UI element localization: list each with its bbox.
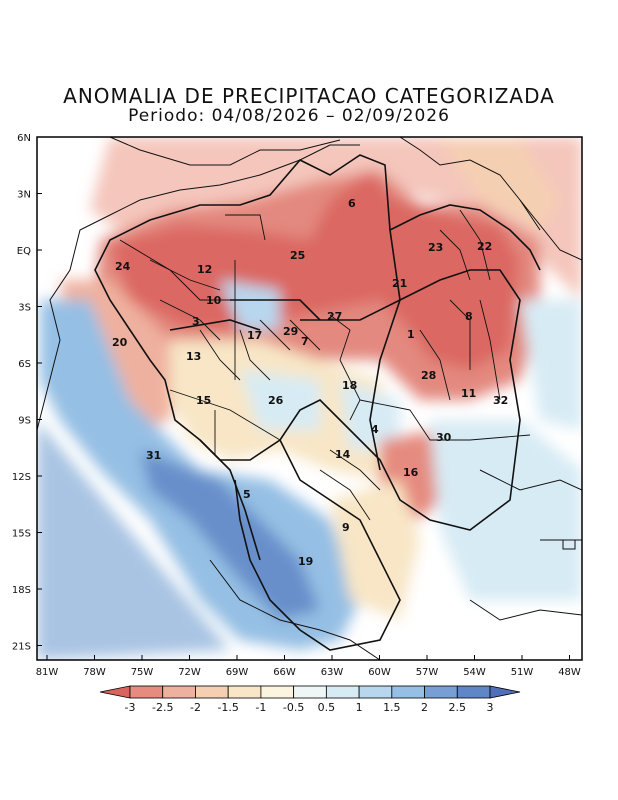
lat-label: 6N xyxy=(17,133,31,144)
lat-label: EQ xyxy=(17,246,31,257)
lat-label: 18S xyxy=(12,585,31,596)
colorbar-arrow-right xyxy=(489,685,521,699)
colorbar-label: -3 xyxy=(125,701,136,714)
lon-label: 78W xyxy=(83,667,106,678)
region-label: 15 xyxy=(196,394,211,407)
region-label: 14 xyxy=(335,448,351,461)
anomaly-field: 1 22 3 4 5 6 7 8 9 10 11 12 13 14 15 16 … xyxy=(37,137,582,660)
colorbar-label: -0.5 xyxy=(283,701,304,714)
latitude-axis: 6N 3N EQ 3S 6S 9S 12S 15S 18S 21S xyxy=(12,133,42,653)
region-label: 20 xyxy=(112,336,128,349)
region-label: 7 xyxy=(301,335,309,348)
region-label: 28 xyxy=(421,369,436,382)
region-label: 11 xyxy=(461,387,476,400)
region-label: 9 xyxy=(342,521,350,534)
region-label: 27 xyxy=(327,310,342,323)
colorbar: -3 -2.5 -2 -1.5 -1 -0.5 0.5 1 1.5 2 2.5 3 xyxy=(99,685,521,714)
region-label: 32 xyxy=(493,394,508,407)
lon-label: 66W xyxy=(273,667,296,678)
region-label: 1 xyxy=(407,328,415,341)
lon-label: 51W xyxy=(511,667,534,678)
lon-label: 57W xyxy=(416,667,439,678)
colorbar-label: 1 xyxy=(356,701,363,714)
region-label: 22 xyxy=(477,240,492,253)
map-frame xyxy=(36,136,583,661)
region-label: 29 xyxy=(283,325,298,338)
region-label: 26 xyxy=(268,394,284,407)
colorbar-box xyxy=(129,685,164,699)
region-label: 10 xyxy=(206,294,222,307)
map-title: ANOMALIA DE PRECIPITACAO CATEGORIZADA xyxy=(63,84,555,108)
lat-label: 3S xyxy=(18,303,31,314)
region-label: 12 xyxy=(197,263,212,276)
lat-label: 6S xyxy=(18,359,31,370)
region-label: 16 xyxy=(403,466,419,479)
colorbar-box xyxy=(227,685,262,699)
region-label: 3 xyxy=(192,315,200,328)
map-subtitle: Periodo: 04/08/2026 – 02/09/2026 xyxy=(128,106,450,126)
region-labels: 1 22 3 4 5 6 7 8 9 10 11 12 13 14 15 16 … xyxy=(112,197,508,568)
region-label: 18 xyxy=(342,379,357,392)
lon-label: 60W xyxy=(368,667,391,678)
region-label: 4 xyxy=(371,423,379,436)
colorbar-box xyxy=(162,685,196,699)
colorbar-box xyxy=(391,685,425,699)
colorbar-label: -2.5 xyxy=(152,701,173,714)
colorbar-box xyxy=(195,685,229,699)
lon-label: 63W xyxy=(321,667,344,678)
colorbar-label: 1.5 xyxy=(383,701,401,714)
region-label: 13 xyxy=(186,350,201,363)
colorbar-label: -1.5 xyxy=(217,701,238,714)
colorbar-label: 2.5 xyxy=(449,701,467,714)
colorbar-box xyxy=(424,685,458,699)
colorbar-arrow-left xyxy=(99,685,131,699)
longitude-axis: 81W 78W 75W 72W 69W 66W 63W 60W 57W 54W 51W 48W xyxy=(36,655,581,678)
lon-label: 75W xyxy=(131,667,154,678)
region-label: 17 xyxy=(247,329,262,342)
colorbar-box xyxy=(358,685,393,699)
lon-label: 54W xyxy=(463,667,486,678)
lat-label: 3N xyxy=(17,190,31,201)
region-label: 21 xyxy=(392,277,407,290)
lon-label: 81W xyxy=(36,667,59,678)
region-label: 25 xyxy=(290,249,305,262)
region-label: 23 xyxy=(428,241,443,254)
colorbar-box xyxy=(260,685,295,699)
region-label: 6 xyxy=(348,197,356,210)
lon-label: 72W xyxy=(178,667,201,678)
colorbar-label: -2 xyxy=(190,701,201,714)
region-label: 8 xyxy=(465,310,473,323)
region-label: 31 xyxy=(146,449,161,462)
lon-label: 48W xyxy=(558,667,581,678)
region-label: 30 xyxy=(436,431,452,444)
region-label: 24 xyxy=(115,260,131,273)
colorbar-box xyxy=(325,685,360,699)
colorbar-label: 0.5 xyxy=(318,701,336,714)
colorbar-label: 3 xyxy=(487,701,494,714)
lat-label: 9S xyxy=(18,416,31,427)
colorbar-box xyxy=(456,685,491,699)
region-label: 19 xyxy=(298,555,313,568)
lat-label: 12S xyxy=(12,472,31,483)
colorbar-box xyxy=(293,685,327,699)
colorbar-label: -1 xyxy=(255,701,266,714)
lat-label: 15S xyxy=(12,529,31,540)
colorbar-label: 2 xyxy=(421,701,428,714)
region-label: 5 xyxy=(243,488,251,501)
lon-label: 69W xyxy=(226,667,249,678)
lat-label: 21S xyxy=(12,642,31,653)
